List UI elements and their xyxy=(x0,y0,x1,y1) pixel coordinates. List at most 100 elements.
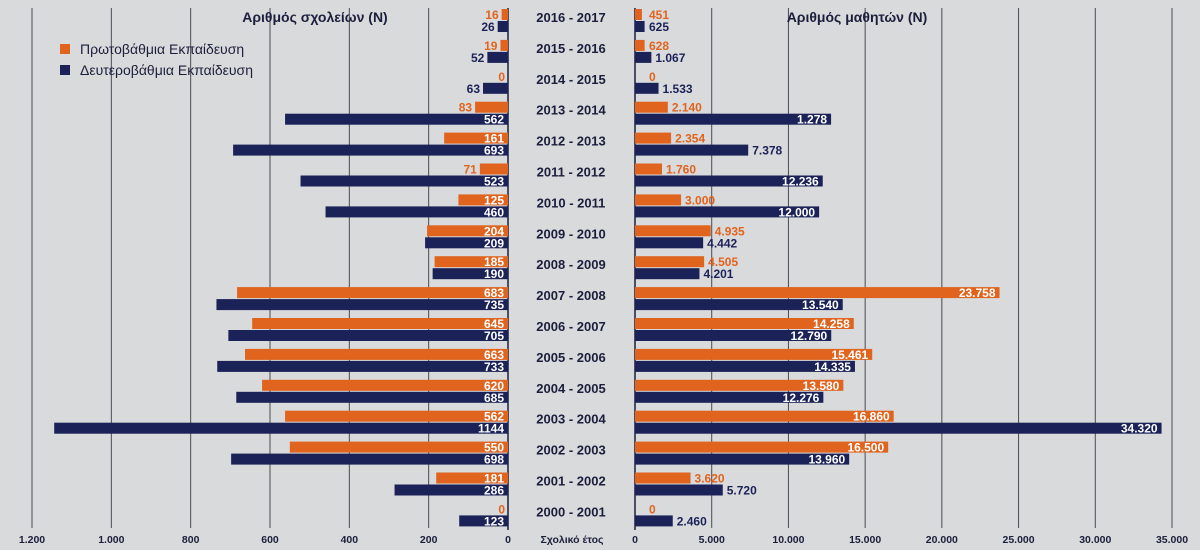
school-label-secondary: 190 xyxy=(484,267,504,281)
school-label-secondary: 685 xyxy=(484,391,504,405)
student-bar-primary xyxy=(635,441,889,453)
student-label-primary: 628 xyxy=(649,39,669,53)
school-bar-secondary xyxy=(285,113,508,125)
student-label-secondary: 5.720 xyxy=(727,484,757,498)
student-bar-secondary xyxy=(635,330,832,341)
student-label-secondary: 12.276 xyxy=(783,391,820,405)
student-bar-secondary xyxy=(635,21,645,32)
year-label: 2008 - 2009 xyxy=(536,257,605,272)
school-bar-primary xyxy=(245,348,508,360)
school-bar-secondary xyxy=(217,360,508,372)
school-bar-primary xyxy=(434,256,508,268)
student-label-secondary: 4.442 xyxy=(707,236,737,250)
school-bar-secondary xyxy=(231,453,509,465)
student-bar-secondary xyxy=(635,175,823,187)
student-label-primary: 0 xyxy=(649,502,656,516)
student-bar-primary xyxy=(635,194,682,206)
student-bar-secondary xyxy=(635,484,723,496)
legend: Πρωτοβάθμια Εκπαίδευση Δευτεροβάθμια Εκπ… xyxy=(60,41,253,78)
school-bar-secondary xyxy=(228,330,508,341)
student-label-secondary: 1.278 xyxy=(797,113,827,127)
school-label-secondary: 460 xyxy=(484,205,504,219)
student-label-secondary: 13.960 xyxy=(808,453,845,467)
school-bar-secondary xyxy=(233,144,509,156)
school-bar-primary xyxy=(427,225,508,237)
school-label-secondary: 63 xyxy=(467,82,481,96)
student-label-secondary: 13.540 xyxy=(802,298,839,312)
school-label-primary: 620 xyxy=(484,379,504,393)
student-label-secondary: 14.335 xyxy=(814,360,851,374)
student-label-secondary: 2.460 xyxy=(677,514,707,528)
school-label-secondary: 735 xyxy=(484,298,504,312)
school-label-primary: 19 xyxy=(484,39,498,53)
school-label-primary: 16 xyxy=(485,8,499,22)
year-label: 2000 - 2001 xyxy=(536,504,605,519)
year-labels: 2016 - 2017 2015 - 2016 2014 - 2015 2013 - … xyxy=(536,10,606,519)
tick-labels: 0 200 400 600 800 1.000 1.200 0 5.000 10.000 15.00… xyxy=(19,534,1188,546)
left-tick-label: 1.000 xyxy=(98,534,124,546)
school-label-secondary: 26 xyxy=(481,20,495,34)
school-bar-secondary xyxy=(432,268,508,280)
left-tick-label: 800 xyxy=(182,534,200,546)
left-tick-label: 0 xyxy=(505,534,511,546)
year-label: 2012 - 2013 xyxy=(536,134,605,149)
school-label-secondary: 209 xyxy=(484,236,504,250)
student-bar-primary xyxy=(635,287,1000,299)
student-label-secondary: 12.236 xyxy=(782,175,819,189)
student-bar-primary xyxy=(635,101,668,113)
year-label: 2015 - 2016 xyxy=(536,41,605,56)
student-label-primary: 4.505 xyxy=(708,255,738,269)
student-bar-primary xyxy=(635,379,844,391)
school-label-primary: 204 xyxy=(484,224,504,238)
school-label-primary: 0 xyxy=(498,502,505,516)
legend-swatch-secondary xyxy=(60,65,70,75)
school-bar-primary xyxy=(237,287,508,299)
school-label-secondary: 52 xyxy=(471,51,485,65)
student-bar-primary xyxy=(635,39,645,51)
school-bar-secondary xyxy=(394,484,508,496)
school-label-primary: 645 xyxy=(484,317,504,331)
student-bar-secondary xyxy=(635,299,843,311)
school-bar-primary xyxy=(289,441,508,453)
year-label: 2001 - 2002 xyxy=(536,474,605,489)
student-label-primary: 1.760 xyxy=(666,163,696,177)
school-label-secondary: 733 xyxy=(484,360,504,374)
bars xyxy=(54,9,1162,527)
student-bar-secondary xyxy=(635,391,824,403)
legend-label-primary: Πρωτοβάθμια Εκπαίδευση xyxy=(80,41,244,57)
year-label: 2005 - 2006 xyxy=(536,350,605,365)
student-label-secondary: 625 xyxy=(649,20,669,34)
student-label-secondary: 1.533 xyxy=(663,82,693,96)
year-label: 2011 - 2012 xyxy=(537,165,606,180)
student-label-primary: 3.000 xyxy=(685,193,715,207)
right-tick-label: 25.000 xyxy=(1003,534,1035,546)
student-label-primary: 4.935 xyxy=(715,224,745,238)
school-bar-secondary xyxy=(325,206,508,218)
school-label-secondary: 1144 xyxy=(478,422,504,436)
school-label-primary: 0 xyxy=(498,70,505,84)
student-label-primary: 2.354 xyxy=(675,132,705,146)
student-bar-secondary xyxy=(635,422,1162,434)
school-bar-primary xyxy=(436,472,508,484)
student-bar-secondary xyxy=(635,206,820,218)
year-label: 2016 - 2017 xyxy=(536,10,605,25)
student-bar-primary xyxy=(635,318,854,329)
year-label: 2004 - 2005 xyxy=(536,381,605,396)
student-label-secondary: 7.378 xyxy=(752,144,782,158)
student-bar-secondary xyxy=(635,237,704,249)
school-bar-primary xyxy=(479,163,508,175)
student-bar-secondary xyxy=(635,268,700,280)
school-label-primary: 185 xyxy=(484,255,504,269)
student-bar-primary xyxy=(635,132,672,144)
school-label-primary: 663 xyxy=(484,348,504,362)
student-label-primary: 16.860 xyxy=(853,410,890,424)
school-label-primary: 161 xyxy=(484,132,504,146)
student-bar-primary xyxy=(635,348,873,360)
school-label-primary: 125 xyxy=(484,193,504,207)
year-label: 2003 - 2004 xyxy=(536,412,606,427)
year-label: 2007 - 2008 xyxy=(536,288,605,303)
right-axis-title: Αριθμός μαθητών (N) xyxy=(787,9,928,25)
school-label-primary: 562 xyxy=(484,410,504,424)
student-label-primary: 451 xyxy=(649,8,669,22)
